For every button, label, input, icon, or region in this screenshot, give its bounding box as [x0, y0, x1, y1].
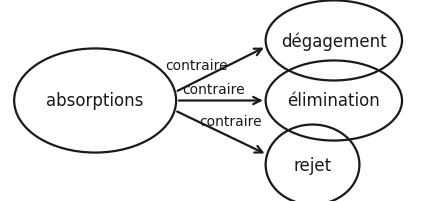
Text: contraire: contraire — [199, 115, 262, 129]
Text: contraire: contraire — [182, 83, 245, 97]
Text: rejet: rejet — [293, 156, 332, 174]
Text: dégagement: dégagement — [281, 32, 387, 50]
Text: élimination: élimination — [287, 92, 380, 110]
Text: contraire: contraire — [165, 59, 228, 73]
Text: absorptions: absorptions — [46, 92, 144, 110]
